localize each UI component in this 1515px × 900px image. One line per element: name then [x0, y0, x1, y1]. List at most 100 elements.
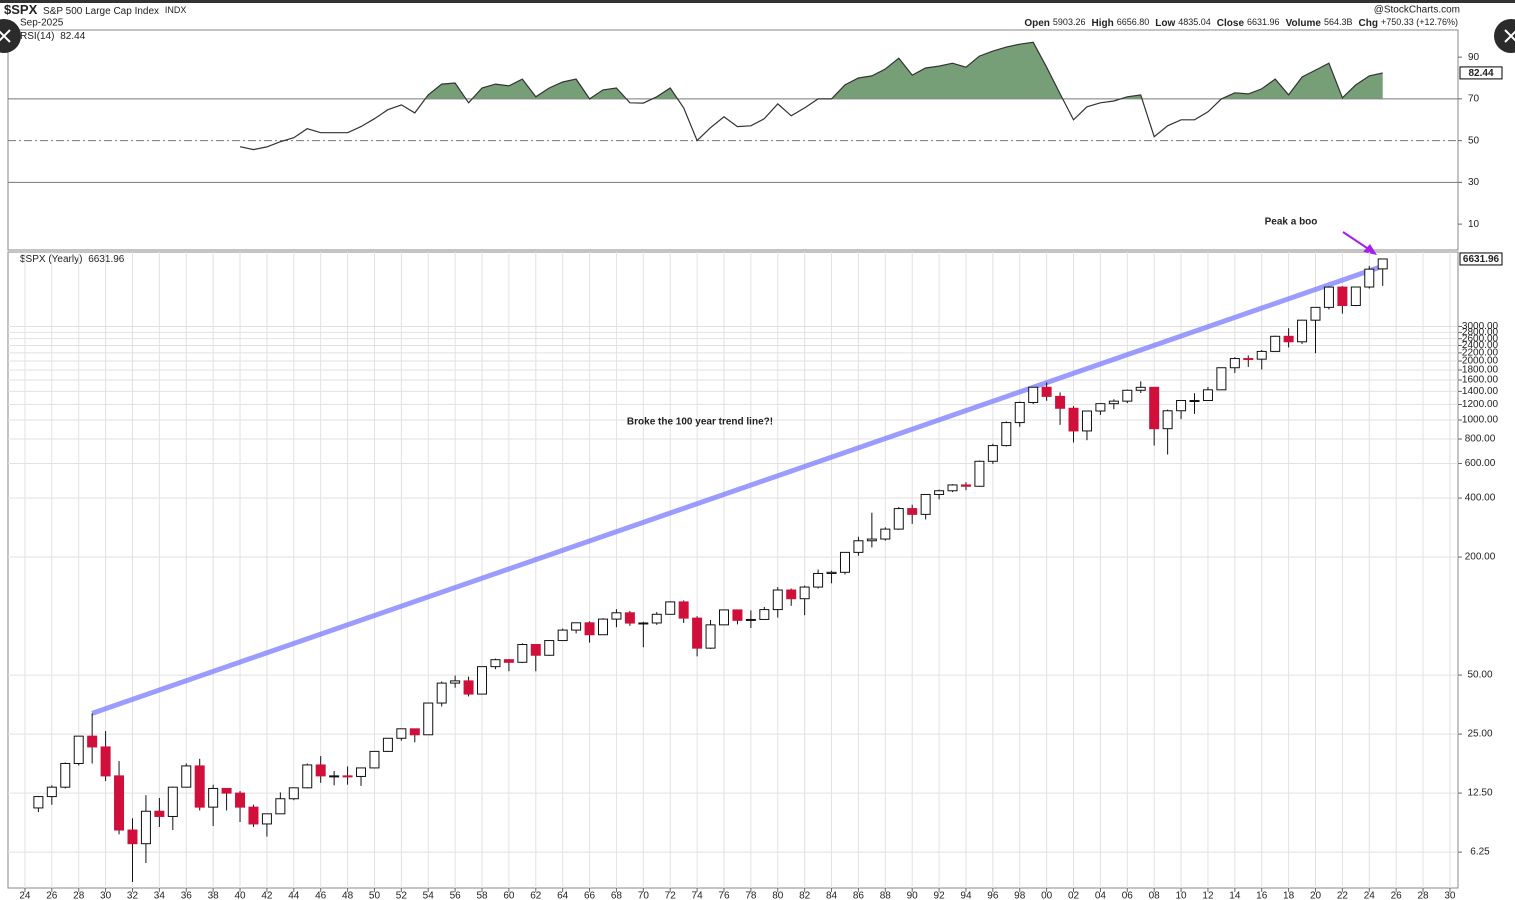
x-tick-label: 92	[934, 891, 946, 900]
candle-body	[1122, 389, 1133, 402]
candle-body	[1377, 258, 1388, 270]
stat-label: Close	[1217, 18, 1245, 29]
candle-body	[557, 629, 568, 642]
stats: Open 5903.26 High 6656.80 Low 4835.04 Close 663…	[1024, 17, 1458, 28]
candle-body	[1149, 386, 1160, 430]
candle-body	[1243, 358, 1254, 361]
candle-body	[813, 572, 824, 588]
candle-body	[799, 586, 810, 600]
candle-body	[1337, 286, 1348, 306]
trend-line	[91, 263, 1384, 716]
x-tick-label: 80	[772, 891, 784, 900]
candle-body	[692, 617, 703, 649]
candle-body	[960, 484, 971, 487]
x-tick-label: 48	[342, 891, 354, 900]
candle-body	[611, 612, 622, 620]
y-tick-label: 400.00	[1465, 493, 1496, 504]
x-tick-label: 70	[638, 891, 650, 900]
candle-body	[181, 765, 192, 788]
source: @StockCharts.com	[1374, 5, 1460, 16]
x-tick-label: 34	[154, 891, 166, 900]
candle-body	[1256, 350, 1267, 360]
x-tick-label: 42	[261, 891, 273, 900]
nav-icon	[0, 29, 11, 43]
candle-body	[1310, 306, 1321, 321]
candle-body	[221, 787, 232, 794]
candle-body	[450, 680, 461, 684]
x-tick-label: 18	[1283, 891, 1295, 900]
candle-body	[140, 810, 151, 845]
candle-body	[987, 445, 998, 462]
symbol: $SPX	[4, 2, 38, 17]
candle-body	[382, 737, 393, 752]
price-title: $SPX (Yearly)	[20, 254, 82, 265]
rsi-name: RSI(14)	[20, 31, 54, 42]
x-tick-label: 02	[1068, 891, 1080, 900]
y-tick-label: 12.50	[1467, 788, 1492, 799]
candle-body	[934, 490, 945, 495]
x-tick-label: 98	[1014, 891, 1026, 900]
candle-body	[342, 775, 353, 778]
x-tick-label: 76	[718, 891, 730, 900]
x-tick-label: 62	[530, 891, 542, 900]
candle-body	[436, 682, 447, 704]
candle-body	[154, 810, 165, 817]
y-tick-label: 50.00	[1467, 670, 1492, 681]
x-tick-label: 36	[181, 891, 193, 900]
candle-body	[1162, 410, 1173, 430]
candle-body	[167, 786, 178, 817]
y-tick-label: 6.25	[1470, 847, 1490, 858]
price-last-value: 6631.96	[1463, 254, 1500, 265]
x-tick-label: 16	[1256, 891, 1268, 900]
candle-body	[73, 735, 84, 764]
x-tick-label: 88	[880, 891, 892, 900]
x-tick-label: 58	[476, 891, 488, 900]
stat-value: 6656.80	[1117, 17, 1150, 27]
x-tick-label: 28	[1417, 891, 1429, 900]
candle-body	[248, 806, 259, 825]
x-tick-label: 40	[234, 891, 246, 900]
x-tick-label: 78	[745, 891, 757, 900]
arrow-head	[1363, 244, 1377, 255]
nav-button[interactable]	[0, 19, 21, 53]
arrow-shaft	[1342, 231, 1371, 251]
y-tick-label: 25.00	[1467, 729, 1492, 740]
candle-body	[866, 538, 877, 542]
y-tick-label: 2800.00	[1462, 327, 1499, 338]
candle-body	[584, 622, 595, 636]
candle-body	[786, 589, 797, 600]
candle-body	[1028, 386, 1039, 403]
x-tick-label: 04	[1095, 891, 1107, 900]
candle-body	[1108, 400, 1119, 405]
candle-body	[718, 609, 729, 626]
x-tick-label: 52	[396, 891, 408, 900]
candle-body	[369, 750, 380, 769]
y-tick-label: 2200.00	[1462, 348, 1499, 359]
candle-body	[1350, 286, 1361, 306]
x-tick-label: 96	[987, 891, 999, 900]
x-tick-label: 86	[853, 891, 865, 900]
candle-body	[1041, 386, 1052, 397]
candle-body	[409, 728, 420, 736]
x-tick-label: 12	[1202, 891, 1214, 900]
rsi-last-value-box	[1459, 66, 1503, 80]
y-tick-label: 10	[1468, 219, 1480, 230]
nav-button[interactable]	[1494, 19, 1515, 53]
stat-value: +750.33 (+12.76%)	[1381, 17, 1458, 27]
stat-label: Chg	[1358, 18, 1377, 29]
candle-body	[893, 508, 904, 530]
candle-body	[1189, 400, 1200, 403]
y-tick-label: 1600.00	[1462, 375, 1499, 386]
x-tick-label: 08	[1149, 891, 1161, 900]
candle-body	[745, 618, 756, 621]
x-tick-label: 22	[1337, 891, 1349, 900]
y-tick-label: 800.00	[1465, 434, 1496, 445]
candle-body	[503, 659, 514, 663]
candle-body	[1202, 389, 1213, 402]
y-tick-label: 1800.00	[1462, 365, 1499, 376]
candle-body	[1095, 403, 1106, 412]
candle-body	[974, 460, 985, 487]
candle-body	[87, 735, 98, 748]
